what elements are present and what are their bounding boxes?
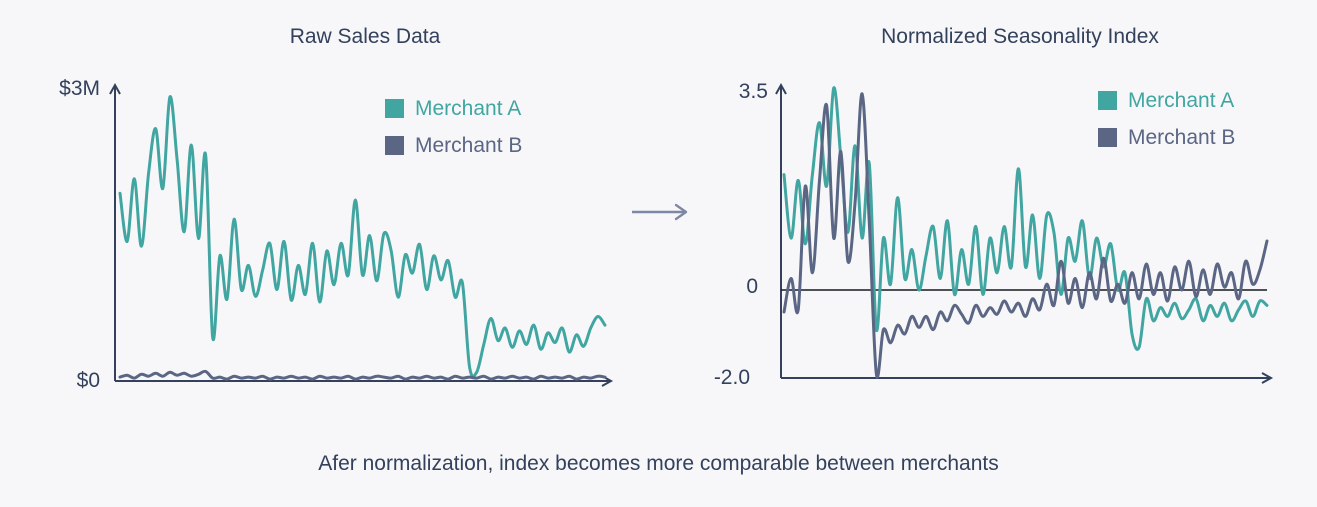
merchant-b-swatch <box>1098 128 1117 147</box>
legend-label: Merchant A <box>1128 89 1235 112</box>
series-line-merchant-a <box>782 86 1269 351</box>
series-line-merchant-a <box>118 95 607 378</box>
y-axis-arrowhead <box>109 82 121 95</box>
normalized-index-plot <box>775 82 1274 384</box>
chart-title-normalized-index: Normalized Seasonality Index <box>881 25 1159 48</box>
merchant-a-swatch <box>385 99 404 118</box>
legend-normalized-index: Merchant A Merchant B <box>1098 89 1236 149</box>
legend-item-merchant-a: Merchant A <box>385 97 522 120</box>
merchant-b-swatch <box>385 136 404 155</box>
legend-item-merchant-a: Merchant A <box>1098 89 1235 112</box>
x-axis-arrowhead <box>1261 372 1274 384</box>
series-line-merchant-b <box>118 369 607 381</box>
y-axis-zero-label: 0 <box>746 275 758 298</box>
chart-title-raw-sales: Raw Sales Data <box>289 25 441 48</box>
y-axis-bottom-label: $0 <box>76 369 100 392</box>
legend-label: Merchant A <box>415 97 522 120</box>
raw-sales-plot <box>109 82 614 387</box>
legend-item-merchant-b: Merchant B <box>385 134 523 157</box>
legend-raw-sales: Merchant A Merchant B <box>385 97 523 157</box>
legend-item-merchant-b: Merchant B <box>1098 126 1236 149</box>
y-axis-top-label: $3M <box>59 77 100 100</box>
y-axis-top-label: 3.5 <box>738 80 768 103</box>
merchant-a-swatch <box>1098 91 1117 110</box>
transform-right-arrow-icon <box>632 203 688 221</box>
series-line-merchant-b <box>782 92 1269 379</box>
y-axis-bottom-label: -2.0 <box>713 366 750 389</box>
legend-label: Merchant B <box>415 134 523 157</box>
legend-label: Merchant B <box>1128 126 1236 149</box>
y-axis-arrowhead <box>775 82 787 95</box>
figure-caption: Afer normalization, index becomes more c… <box>318 452 999 475</box>
